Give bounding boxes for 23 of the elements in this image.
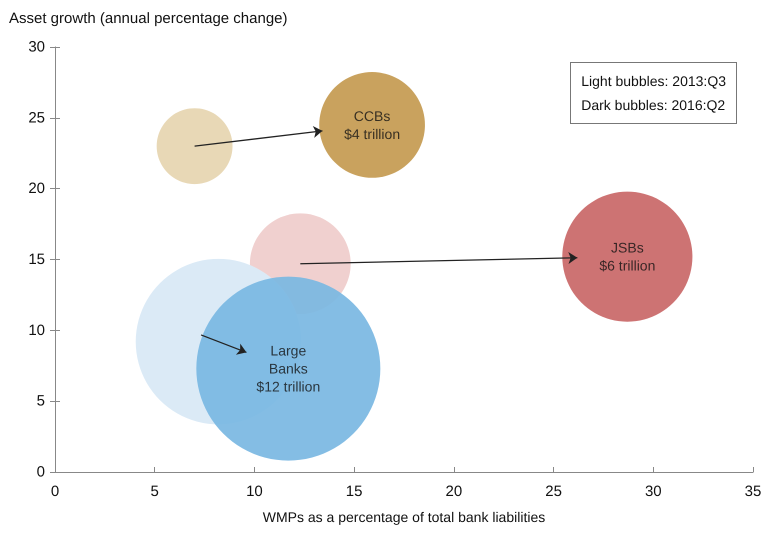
- y-tick-label: 25: [28, 109, 45, 126]
- x-tick-label: 15: [346, 483, 362, 500]
- x-tick-label: 30: [644, 483, 662, 500]
- annotation: CCBs $4 trillion: [344, 108, 400, 142]
- x-tick-label: 20: [446, 483, 462, 500]
- x-tick-label: 35: [744, 483, 762, 500]
- x-tick-label: 0: [50, 483, 60, 500]
- annotation: JSBs $6 trillion: [599, 240, 656, 274]
- y-tick-label: 20: [28, 180, 45, 198]
- y-tick-label: 5: [36, 392, 45, 410]
- annotation: Light bubbles: 2013:Q3: [581, 72, 726, 91]
- x-tick-label: 25: [545, 483, 562, 500]
- annotation: Dark bubbles: 2016:Q2: [581, 96, 726, 115]
- y-tick-label: 15: [28, 251, 45, 268]
- y-tick-label: 10: [28, 322, 45, 339]
- y-axis-title: Asset growth (annual percentage change): [9, 10, 288, 27]
- note-box: Light bubbles: 2013:Q3 Dark bubbles: 2016:Q2: [570, 62, 737, 124]
- y-tick-label: 30: [28, 38, 45, 56]
- x-tick-label: 5: [150, 483, 159, 500]
- y-tick-label: 0: [36, 464, 45, 480]
- x-tick-label: 10: [246, 483, 263, 500]
- annotation: Large Banks $12 trillion: [256, 342, 320, 395]
- x-axis-title: WMPs as a percentage of total bank liabilities: [262, 509, 546, 525]
